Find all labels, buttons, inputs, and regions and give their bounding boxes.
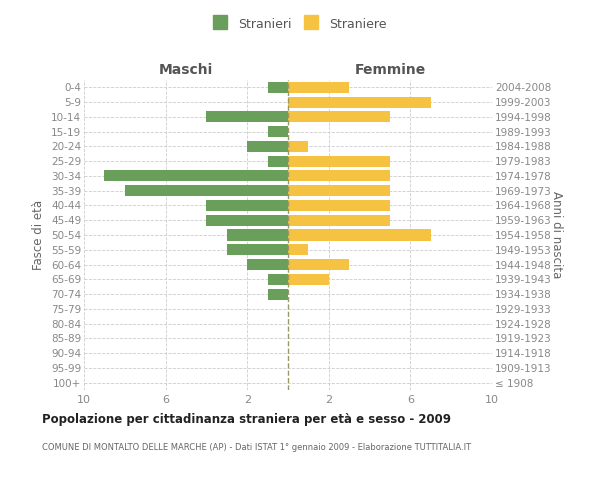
Bar [288,96,431,108]
Bar [206,214,288,226]
Bar [268,274,288,285]
Bar [288,156,390,166]
Bar [268,288,288,300]
Bar [268,156,288,166]
Bar [288,170,390,181]
Legend: Stranieri, Straniere: Stranieri, Straniere [209,14,391,34]
Bar [206,112,288,122]
Bar [288,82,349,93]
Bar [288,230,431,240]
Bar [288,200,390,211]
Y-axis label: Anni di nascita: Anni di nascita [550,192,563,278]
Bar [288,259,349,270]
Bar [288,274,329,285]
Bar [206,200,288,211]
Text: COMUNE DI MONTALTO DELLE MARCHE (AP) - Dati ISTAT 1° gennaio 2009 - Elaborazione: COMUNE DI MONTALTO DELLE MARCHE (AP) - D… [42,442,471,452]
Bar [227,230,288,240]
Bar [247,141,288,152]
Bar [125,185,288,196]
Bar [288,244,308,256]
Bar [227,244,288,256]
Bar [104,170,288,181]
Bar [288,185,390,196]
Bar [268,126,288,137]
Text: Maschi: Maschi [159,64,213,78]
Bar [288,141,308,152]
Bar [247,259,288,270]
Text: Femmine: Femmine [355,64,425,78]
Bar [288,214,390,226]
Y-axis label: Fasce di età: Fasce di età [32,200,46,270]
Text: Popolazione per cittadinanza straniera per età e sesso - 2009: Popolazione per cittadinanza straniera p… [42,412,451,426]
Bar [288,112,390,122]
Bar [268,82,288,93]
